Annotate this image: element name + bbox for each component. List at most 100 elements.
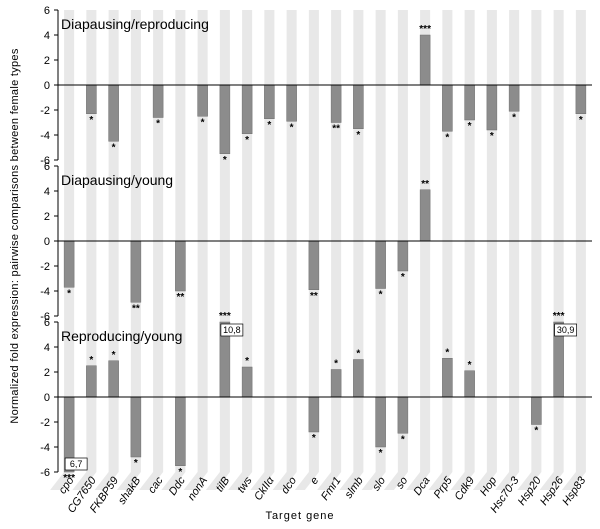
y-tick-label: 4 (44, 30, 50, 42)
gene-stripe-foot (205, 472, 230, 490)
significance-mark: * (445, 132, 449, 143)
significance-mark: * (490, 131, 494, 142)
gene-label: so (394, 475, 410, 491)
gene-label: Prp5 (432, 474, 456, 501)
y-tick-label: -4 (40, 286, 50, 298)
y-axis-label: Normalized fold expression: pairwise com… (9, 48, 21, 424)
significance-mark: * (267, 120, 271, 131)
gene-stripe-foot (517, 472, 542, 490)
y-tick-label: 2 (44, 211, 50, 223)
significance-mark: * (579, 115, 583, 126)
bar-slo (375, 396, 386, 448)
gene-stripe-foot (228, 472, 253, 490)
bar-e (308, 396, 320, 433)
y-tick-label: -4 (40, 130, 50, 142)
bar-so (397, 396, 409, 434)
panel-title: Diapausing/young (61, 172, 173, 188)
gene-stripe-foot (183, 472, 208, 490)
gene-stripe-foot (116, 472, 141, 490)
y-tick-label: -2 (40, 261, 50, 273)
bar-FKBP59 (108, 360, 119, 398)
bar-cpo (63, 240, 75, 288)
panel-title: Reproducing/young (61, 328, 182, 344)
y-tick-label: -2 (40, 417, 50, 429)
bar-cac (152, 84, 164, 118)
gene-stripe-foot (272, 472, 297, 490)
significance-mark: * (356, 349, 360, 360)
value-label-box (220, 323, 244, 337)
y-tick-label: 6 (44, 161, 50, 173)
y-tick-label: -4 (40, 442, 50, 454)
significance-mark: * (245, 356, 249, 367)
significance-mark: * (156, 119, 160, 130)
value-label: 30,9 (557, 325, 575, 335)
value-label: 6,7 (70, 459, 83, 469)
y-tick-label: -6 (40, 311, 50, 323)
bar-shakB (130, 240, 142, 303)
significance-mark: *** (553, 311, 565, 322)
bar-Hsc70-3 (508, 84, 520, 112)
bar-CG7650 (86, 84, 97, 114)
bar-slmb (353, 84, 364, 129)
y-tick-label: 6 (44, 5, 50, 17)
bar-Hsp20 (531, 396, 542, 425)
y-tick-label: 0 (44, 236, 50, 248)
bar-CkIIα (264, 84, 275, 119)
bar-dco (286, 84, 297, 122)
significance-mark: ** (310, 291, 318, 302)
bar-Hsp83 (575, 84, 587, 114)
bar-Prp5 (442, 84, 453, 132)
significance-mark: * (334, 359, 338, 370)
significance-mark: * (379, 290, 383, 301)
bar-Ddc (175, 240, 186, 292)
bar-Fmr1 (330, 84, 342, 123)
significance-mark: * (468, 360, 472, 371)
bar-CG7650 (86, 365, 97, 398)
gene-stripe-foot (250, 472, 275, 490)
significance-mark: * (112, 142, 116, 153)
gene-stripe-foot (450, 472, 475, 490)
y-tick-label: 0 (44, 392, 50, 404)
value-label-box (64, 457, 88, 471)
significance-mark: * (67, 288, 71, 299)
y-tick-label: 2 (44, 55, 50, 67)
y-tick-label: 6 (44, 317, 50, 329)
y-tick-label: 4 (44, 342, 50, 354)
bar-Cdk9 (464, 84, 475, 121)
significance-mark: * (534, 426, 538, 437)
bar-Hop (486, 84, 498, 131)
significance-mark: * (445, 347, 449, 358)
gene-stripe-foot (406, 472, 431, 490)
significance-mark: * (245, 135, 249, 146)
bar-Dca (419, 34, 431, 86)
value-label: 10,8 (223, 325, 241, 335)
significance-mark: * (512, 112, 516, 123)
significance-mark: ** (176, 292, 184, 303)
panel-title: Diapausing/reproducing (61, 16, 209, 32)
bar-Fmr1 (330, 369, 342, 398)
gene-label: Hop (478, 475, 499, 498)
significance-mark: * (112, 350, 116, 361)
significance-mark: * (201, 117, 205, 128)
gene-stripe-foot (539, 472, 564, 490)
y-tick-label: -2 (40, 105, 50, 117)
gene-stripe-foot (139, 472, 164, 490)
bar-shakB (130, 396, 142, 458)
significance-mark: * (468, 121, 472, 132)
bar-so (397, 240, 409, 272)
gene-stripe-foot (383, 472, 408, 490)
gene-stripe-foot (317, 472, 342, 490)
gene-stripe-foot (72, 472, 97, 490)
gene-stripe-foot (94, 472, 119, 490)
y-tick-label: 0 (44, 80, 50, 92)
gene-label: Dca (412, 475, 433, 498)
significance-mark: * (401, 272, 405, 283)
gene-stripe-foot (339, 472, 364, 490)
gene-label: Hsp83 (560, 474, 589, 508)
bar-e (308, 240, 320, 290)
gene-stripe-foot (561, 472, 586, 490)
